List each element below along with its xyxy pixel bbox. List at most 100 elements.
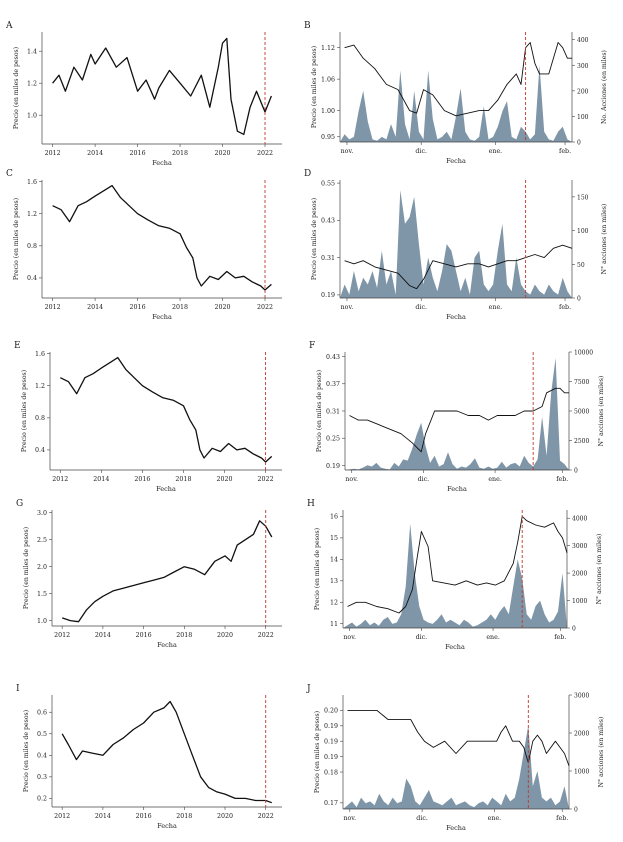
y-tick-label: 1.6 — [35, 351, 45, 358]
y-tick-label: 13 — [330, 578, 338, 585]
x-tick-label: nov. — [345, 476, 358, 483]
y-tick-label: 16 — [330, 514, 338, 521]
x-tick-label: 2022 — [257, 304, 273, 311]
x-tick-label: 2016 — [136, 632, 152, 639]
x-tick-label: dic. — [415, 148, 427, 155]
panel-label: I — [16, 684, 20, 694]
x-tick-label: 2012 — [54, 632, 70, 639]
y-tick-label: 1.06 — [321, 76, 335, 83]
x-tick-label: 2018 — [175, 476, 191, 483]
price-line — [61, 700, 273, 804]
y-axis-label: Precio (en miles de pesos) — [23, 710, 30, 792]
y-tick-label: 1.4 — [27, 49, 37, 56]
x-tick-label: feb. — [556, 476, 568, 483]
x-tick-label: 2020 — [217, 813, 233, 820]
y2-tick-label: 3000 — [572, 543, 587, 550]
y-tick-label: 0.18 — [324, 769, 338, 776]
panel-f: F 0 2500 5000 7500 10000 N° acciones (en miles… — [309, 341, 605, 493]
panel-h: H 0 1000 2000 3000 4000 N° acciones (en miles)… — [307, 499, 603, 651]
y2-tick-label: 400 — [577, 37, 589, 44]
volume-area — [340, 190, 572, 298]
panel-i: I 2012 2014 2016 2018 2020 2022 0.2 0.3 0.4 0.5 0.6… — [16, 684, 282, 830]
y2-tick-label: 200 — [577, 88, 589, 95]
x-tick-label: ene. — [489, 148, 503, 155]
x-tick-label: 2016 — [130, 304, 146, 311]
y2-tick-label: 100 — [577, 228, 589, 235]
x-tick-label: dic. — [416, 634, 428, 641]
x-tick-label: 2018 — [176, 632, 192, 639]
y-axis-label: Precio (en miles de pesos) — [316, 370, 323, 452]
x-tick-label: ene. — [488, 815, 502, 822]
y2-axis-label: N° acciones (en miles) — [596, 534, 603, 605]
y-tick-label: 11 — [330, 621, 338, 628]
x-tick-label: 2018 — [172, 150, 188, 157]
x-tick-label: feb. — [559, 148, 571, 155]
y-tick-label: 0.31 — [326, 408, 340, 415]
price-line — [52, 37, 273, 136]
x-axis-label: Fecha — [157, 641, 177, 649]
y-axis-label: Precio (en miles de pesos) — [21, 370, 28, 452]
x-tick-label: 2020 — [216, 476, 232, 483]
y-tick-label: 1.2 — [27, 81, 37, 88]
x-tick-label: 2014 — [93, 476, 109, 483]
y-tick-label: 0.17 — [324, 800, 338, 807]
x-tick-label: 2014 — [87, 304, 103, 311]
y-tick-label: 2.5 — [37, 537, 47, 544]
y2-tick-label: 0 — [577, 140, 581, 147]
x-tick-label: ene. — [489, 304, 503, 311]
x-tick-label: 2018 — [172, 304, 188, 311]
y-tick-label: 0.55 — [321, 180, 335, 187]
x-tick-label: 2014 — [95, 813, 111, 820]
x-tick-label: dic. — [415, 304, 427, 311]
y2-tick-label: 0 — [572, 626, 576, 633]
y2-tick-label: 2000 — [574, 731, 589, 738]
price-line — [349, 387, 569, 453]
x-axis-label: Fecha — [152, 313, 172, 321]
x-tick-label: nov. — [343, 634, 356, 641]
y2-axis-label: N° acciones (en miles) — [601, 204, 608, 275]
y-tick-label: 0.20 — [324, 708, 338, 715]
y-tick-label: 0.4 — [27, 275, 37, 282]
x-axis-label: Fecha — [446, 157, 466, 165]
y-tick-label: 0.19 — [324, 723, 338, 730]
y2-tick-label: 1000 — [574, 769, 589, 776]
price-line — [344, 42, 572, 117]
y-tick-label: 0.19 — [324, 739, 338, 746]
x-axis-label: Fecha — [156, 485, 176, 493]
y2-tick-label: 100 — [577, 114, 589, 121]
y-tick-label: 0.6 — [37, 710, 47, 717]
y-tick-label: 1.2 — [27, 211, 37, 218]
x-axis-label: Fecha — [157, 822, 177, 830]
y2-tick-label: 7500 — [574, 379, 589, 386]
x-tick-label: 2012 — [52, 476, 68, 483]
y2-tick-label: 2500 — [574, 438, 589, 445]
price-line — [347, 709, 570, 767]
y-tick-label: 0.19 — [321, 292, 335, 299]
y-tick-label: 3.0 — [37, 510, 47, 517]
y2-tick-label: 5000 — [574, 409, 589, 416]
y2-tick-label: 10000 — [574, 350, 593, 357]
y-tick-label: 0.8 — [35, 415, 45, 422]
x-tick-label: 2022 — [258, 476, 274, 483]
x-axis-label: Fecha — [447, 485, 467, 493]
y-tick-label: 0.19 — [324, 754, 338, 761]
x-tick-label: ene. — [486, 634, 500, 641]
x-tick-label: nov. — [343, 815, 356, 822]
x-tick-label: 2014 — [95, 632, 111, 639]
y-tick-label: 14 — [330, 557, 338, 564]
y-tick-label: 2.0 — [37, 564, 47, 571]
y2-tick-label: 0 — [574, 468, 578, 475]
y-tick-label: 1.2 — [35, 383, 45, 390]
panel-d: D 0 50 100 150 N° acciones (en miles) nov. dic.… — [304, 169, 608, 321]
x-tick-label: 2012 — [45, 150, 61, 157]
y-axis-label: Precio (en miles de pesos) — [13, 198, 20, 280]
panel-e: E 2012 2014 2016 2018 2020 2022 0.4 0.8 1.2 1.6 Fec… — [14, 341, 282, 493]
x-tick-label: 2022 — [257, 150, 273, 157]
y2-tick-label: 50 — [577, 262, 585, 269]
x-tick-label: nov. — [341, 148, 354, 155]
panel-label: E — [14, 341, 21, 351]
x-axis-label: Fecha — [445, 643, 465, 651]
x-tick-label: 2014 — [87, 150, 103, 157]
price-line — [60, 356, 273, 463]
